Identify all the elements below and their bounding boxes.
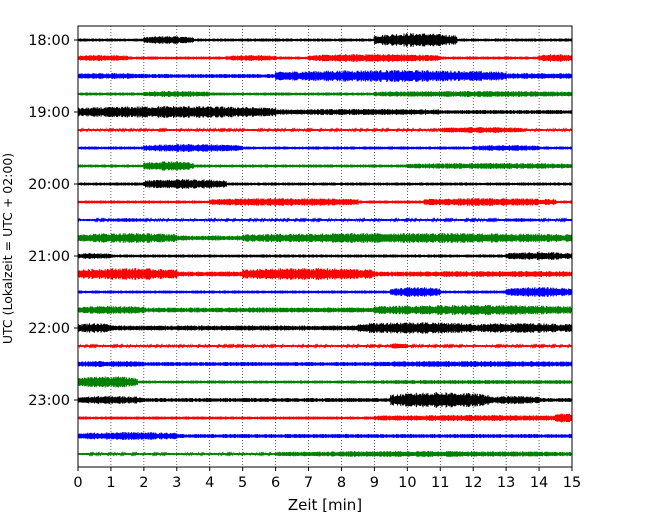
x-tick-label: 15 <box>563 475 581 491</box>
y-axis-label: UTC (Lokalzeit = UTC + 02:00) <box>0 153 15 344</box>
trace-2130 <box>77 287 573 297</box>
trace-2245 <box>77 376 573 388</box>
x-tick-label: 14 <box>530 475 548 491</box>
x-tick-label: 6 <box>271 475 280 491</box>
x-axis-ticks: 0 1 2 3 4 5 6 7 8 9 10 11 12 13 14 15 <box>73 467 581 491</box>
trace-2230 <box>77 360 573 368</box>
trace-1815 <box>77 54 573 62</box>
trace-1800 <box>77 33 573 47</box>
trace-2300 <box>77 392 573 408</box>
y-tick-label: 19:00 <box>28 105 70 121</box>
trace-2330 <box>77 431 573 441</box>
x-tick-label: 12 <box>464 475 482 491</box>
x-tick-label: 13 <box>497 475 515 491</box>
x-tick-label: 8 <box>337 475 346 491</box>
x-tick-label: 11 <box>431 475 449 491</box>
y-tick-label: 23:00 <box>28 393 70 409</box>
x-tick-label: 4 <box>205 475 214 491</box>
trace-2145 <box>77 305 573 315</box>
trace-2000 <box>77 179 573 189</box>
trace-2015 <box>77 197 573 207</box>
x-tick-label: 7 <box>304 475 313 491</box>
y-axis-ticks: 18:00 19:00 20:00 21:00 22:00 23:00 <box>28 33 78 409</box>
trace-2345 <box>77 450 573 458</box>
plot-frame <box>77 25 573 468</box>
x-tick-label: 10 <box>398 475 416 491</box>
x-tick-label: 9 <box>370 475 379 491</box>
x-tick-label: 0 <box>73 475 82 491</box>
y-tick-label: 21:00 <box>28 249 70 265</box>
y-tick-label: 22:00 <box>28 321 70 337</box>
trace-1830 <box>77 69 573 83</box>
trace-2200 <box>77 322 573 334</box>
trace-2115 <box>77 268 573 280</box>
x-axis-label: Zeit [min] <box>288 496 362 514</box>
traces-layer <box>77 33 573 458</box>
y-tick-label: 20:00 <box>28 177 70 193</box>
trace-2315 <box>77 413 573 423</box>
x-tick-label: 5 <box>238 475 247 491</box>
x-tick-label: 2 <box>139 475 148 491</box>
trace-1915 <box>77 126 573 134</box>
trace-1845 <box>77 90 573 98</box>
x-tick-label: 1 <box>106 475 115 491</box>
trace-2100 <box>77 251 573 261</box>
y-tick-label: 18:00 <box>28 33 70 49</box>
x-tick-label: 3 <box>172 475 181 491</box>
trace-2030 <box>77 217 573 223</box>
trace-2045 <box>77 232 573 244</box>
trace-1945 <box>77 161 573 171</box>
trace-1930 <box>77 143 573 152</box>
trace-1900 <box>77 106 573 118</box>
trace-2215 <box>77 343 573 349</box>
